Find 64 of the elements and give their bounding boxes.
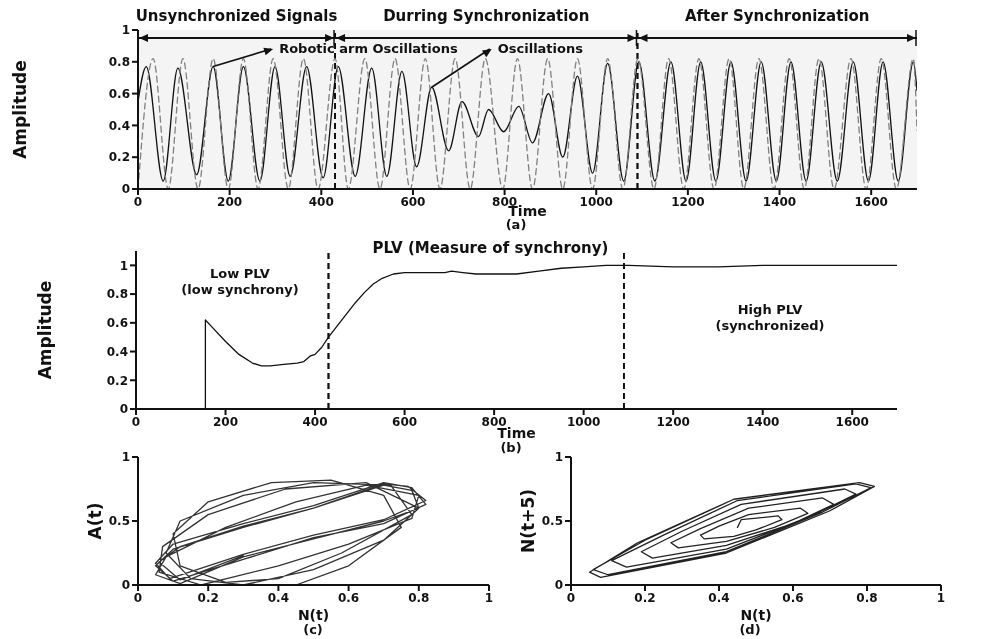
y-tick-label: 1 (554, 450, 563, 465)
band-label: Unsynchronized Signals (135, 7, 338, 25)
x-tick-label: 0.8 (856, 590, 878, 605)
x-tick-label: 1600 (854, 194, 888, 209)
text: (c) (303, 622, 323, 638)
x-tick-label: 200 (213, 414, 239, 429)
x-axis-title: N(t) (740, 607, 772, 623)
chart-title: PLV (Measure of synchrony) (372, 239, 609, 257)
x-tick-label: 1400 (746, 414, 780, 429)
y-tick-label: 0.4 (108, 118, 130, 133)
text: (b) (500, 440, 522, 456)
x-tick-label: 0 (566, 590, 576, 605)
x-tick-label: 400 (308, 194, 334, 209)
x-tick-label: 200 (217, 194, 243, 209)
x-tick-label: 600 (392, 414, 418, 429)
x-tick-label: 0.8 (408, 590, 430, 605)
x-tick-label: 1400 (762, 194, 797, 209)
x-tick-label: 0.4 (267, 590, 290, 605)
y-axis-title: A(t) (85, 502, 106, 540)
y-tick-label: 1 (119, 258, 128, 273)
annotation: Oscillations (497, 41, 584, 56)
band-label: Durring Synchronization (383, 7, 590, 25)
x-tick-label: 0 (133, 590, 143, 605)
y-tick-label: 0.4 (106, 344, 128, 359)
annotation: High PLV (synchronized) (715, 302, 825, 334)
x-axis-title: N(t) (297, 607, 330, 623)
y-axis-title: Amplitude (35, 280, 56, 380)
y-axis-title: Amplitude (10, 60, 31, 159)
y-axis-title: N(t+5) (518, 489, 539, 553)
y-tick-label: 0.2 (106, 373, 128, 388)
text: (a) (505, 217, 527, 233)
x-tick-label: 1000 (566, 414, 601, 429)
y-tick-label: 0.5 (108, 514, 130, 529)
y-tick-label: 0 (121, 578, 130, 593)
x-tick-label: 0.6 (337, 590, 360, 605)
x-tick-label: 0.2 (634, 590, 656, 605)
band-label: After Synchronization (684, 7, 870, 25)
x-tick-label: 1200 (671, 194, 705, 209)
y-tick-label: 0.2 (108, 150, 130, 165)
y-tick-label: 0.8 (106, 287, 128, 302)
y-tick-label: 0.5 (541, 514, 563, 529)
x-tick-label: 0.6 (782, 590, 804, 605)
x-tick-label: 1000 (579, 194, 613, 209)
annotation: Low PLV (low synchrony) (181, 266, 299, 298)
x-tick-label: 0.2 (197, 590, 219, 605)
y-tick-label: 0.6 (106, 316, 128, 331)
x-tick-label: 0.4 (708, 590, 730, 605)
y-tick-label: 1 (121, 450, 130, 465)
text: (d) (739, 622, 761, 638)
x-tick-label: 0 (133, 194, 143, 209)
x-tick-label: 0 (131, 414, 141, 429)
y-tick-label: 0 (121, 182, 130, 197)
annotation: Robotic arm Oscillations (279, 41, 458, 56)
x-tick-label: 1600 (835, 414, 869, 429)
x-tick-label: 400 (302, 414, 328, 429)
y-tick-label: 0 (119, 402, 128, 417)
x-tick-label: 1 (484, 590, 494, 605)
x-tick-label: 1200 (656, 414, 690, 429)
y-tick-label: 0.6 (108, 86, 130, 101)
y-tick-label: 1 (121, 23, 130, 38)
x-tick-label: 600 (400, 194, 426, 209)
y-tick-label: 0 (554, 578, 563, 593)
y-tick-label: 0.8 (108, 55, 130, 70)
x-tick-label: 1 (936, 590, 946, 605)
